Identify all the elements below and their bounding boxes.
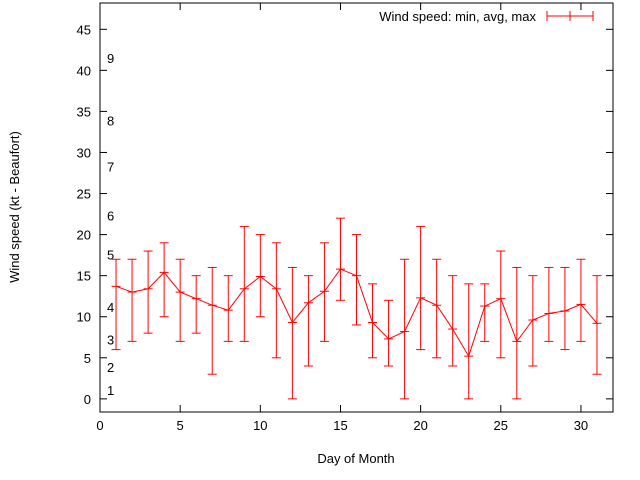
y-tick-label: 30: [77, 145, 91, 160]
y-tick-label: 35: [77, 104, 91, 119]
beaufort-label: 1: [107, 383, 114, 398]
y-tick-label: 15: [77, 269, 91, 284]
beaufort-label: 4: [107, 300, 114, 315]
y-axis-title: Wind speed (kt - Beaufort): [7, 131, 22, 283]
beaufort-label: 7: [107, 159, 114, 174]
beaufort-label: 9: [107, 51, 114, 66]
x-tick-label: 30: [574, 418, 588, 433]
beaufort-label: 8: [107, 113, 114, 128]
y-tick-label: 0: [84, 392, 91, 407]
x-tick-label: 20: [413, 418, 427, 433]
beaufort-label: 2: [107, 360, 114, 375]
x-tick-label: 5: [177, 418, 184, 433]
beaufort-label: 3: [107, 333, 114, 348]
x-tick-label: 0: [96, 418, 103, 433]
beaufort-label: 5: [107, 247, 114, 262]
y-tick-label: 10: [77, 310, 91, 325]
x-tick-label: 10: [253, 418, 267, 433]
plot-border: [99, 2, 614, 413]
legend-label: Wind speed: min, avg, max: [379, 9, 536, 24]
y-tick-label: 20: [77, 228, 91, 243]
y-tick-label: 45: [77, 22, 91, 37]
y-tick-label: 40: [77, 63, 91, 78]
y-tick-label: 25: [77, 187, 91, 202]
y-tick-label: 5: [84, 351, 91, 366]
x-tick-label: 15: [333, 418, 347, 433]
beaufort-label: 6: [107, 209, 114, 224]
x-axis-title: Day of Month: [317, 451, 394, 466]
x-tick-label: 25: [494, 418, 508, 433]
